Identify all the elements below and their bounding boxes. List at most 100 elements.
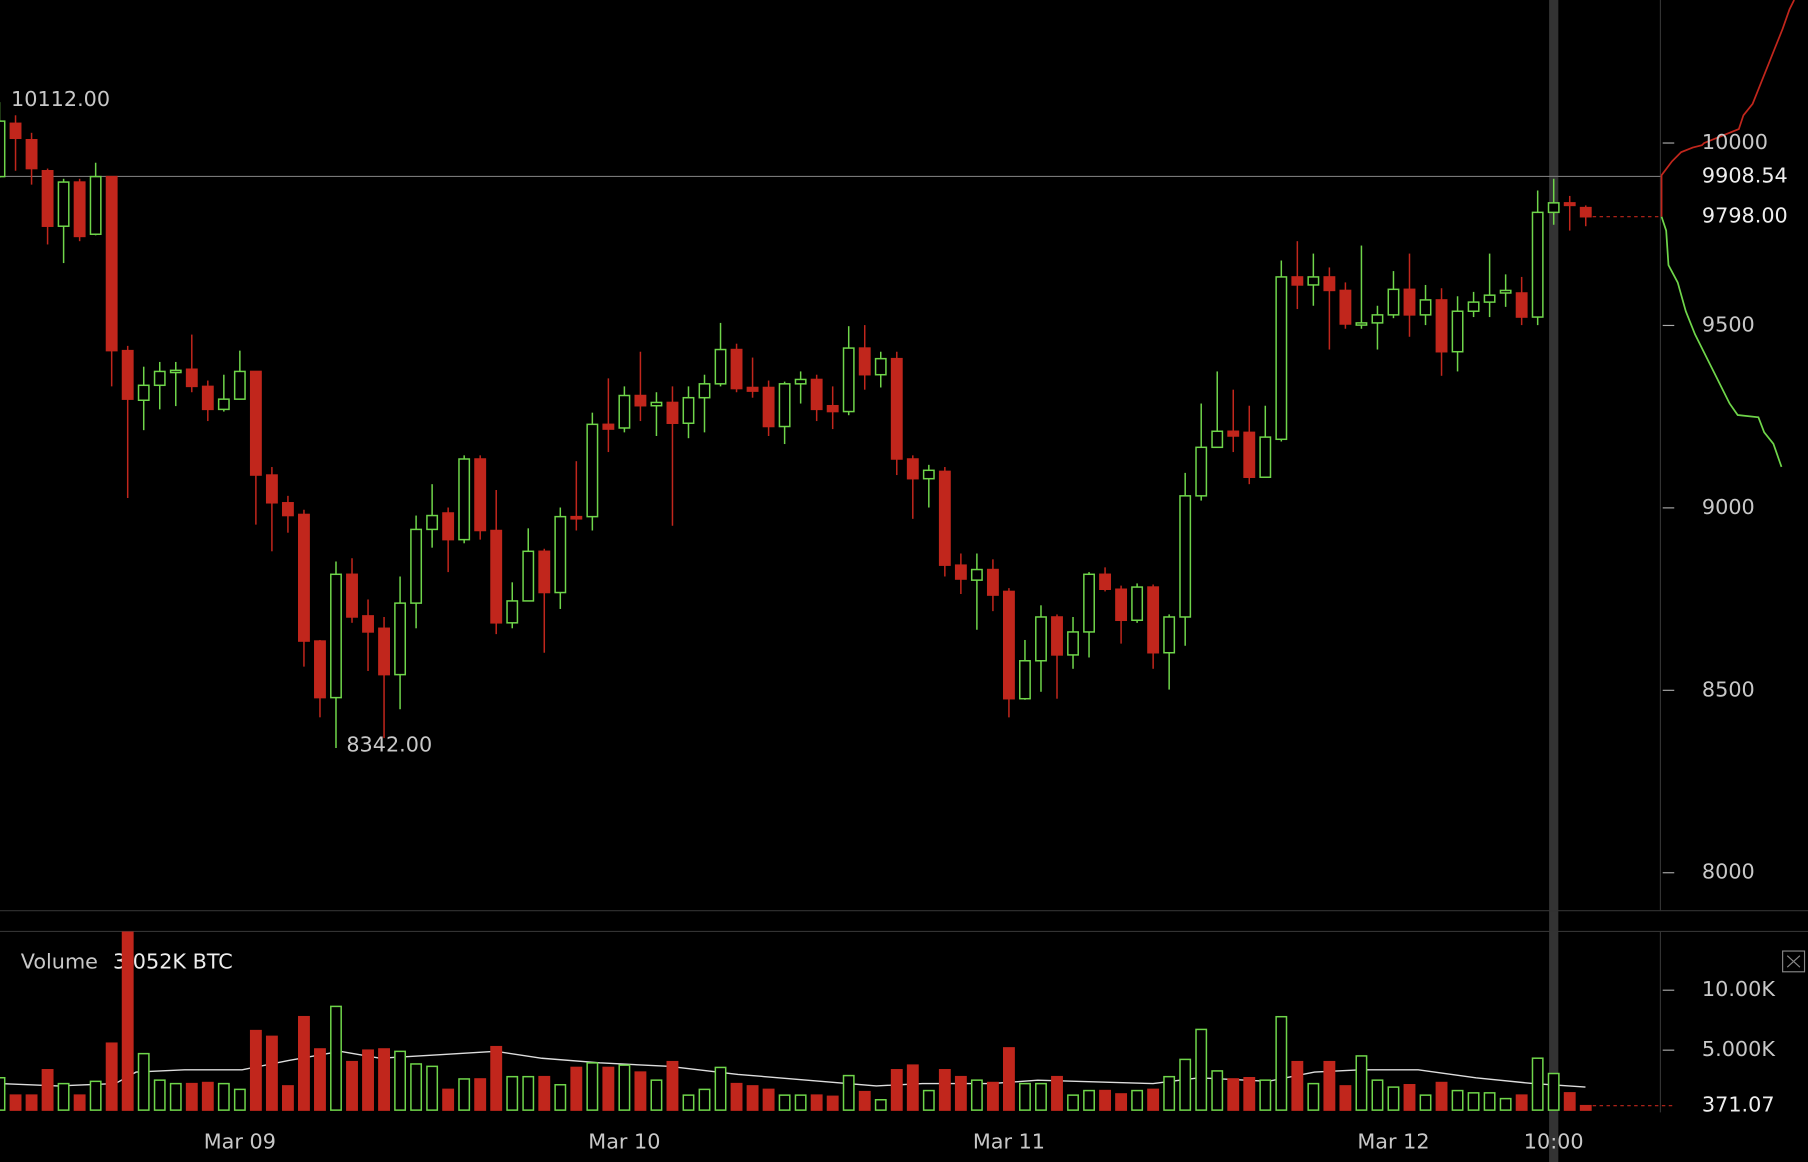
volume-bar [506, 1075, 519, 1111]
volume-bar [1051, 1075, 1063, 1111]
volume-bar [137, 1052, 150, 1111]
volume-bar [1291, 1060, 1304, 1111]
close-button[interactable] [1782, 950, 1806, 973]
candle-body [346, 573, 358, 618]
candle-body [233, 370, 246, 400]
candle-body [121, 349, 134, 400]
candle-body [1035, 616, 1047, 662]
volume-bar [1211, 1070, 1224, 1111]
candle-body [1259, 436, 1272, 478]
volume-bar [442, 1088, 455, 1111]
x-tick-label: Mar 11 [973, 1129, 1045, 1153]
volume-bar [474, 1078, 487, 1111]
price-pane [0, 102, 1592, 748]
volume-bar [1547, 1072, 1560, 1111]
volume-bar [185, 1082, 198, 1111]
candle-body [538, 550, 551, 594]
low-label: 8342.00 [346, 733, 432, 757]
volume-bar [169, 1082, 182, 1111]
volume-bar [330, 1005, 342, 1111]
volume-bar [298, 1015, 310, 1111]
candle-body [105, 175, 118, 352]
volume-bar [217, 1082, 230, 1111]
candle-body [570, 515, 583, 520]
candle-body [1227, 430, 1240, 437]
volume-bar [906, 1064, 919, 1111]
candle-body [586, 423, 599, 518]
candle-body [842, 347, 855, 413]
volume-bar [490, 1045, 503, 1111]
x-tick-label: Mar 10 [588, 1129, 660, 1153]
volume-bar [201, 1081, 214, 1111]
candle-body [474, 458, 487, 532]
volume-bar [410, 1063, 423, 1111]
volume-bar [249, 1029, 262, 1111]
candle-body [650, 401, 663, 407]
volume-pane [0, 931, 1592, 1111]
candle-body [89, 175, 102, 235]
volume-bar [570, 1066, 583, 1111]
candle-body [1547, 202, 1560, 214]
x-tick-label: 10:00 [1524, 1129, 1584, 1153]
volume-bar [105, 1042, 118, 1111]
volume-bar [698, 1088, 711, 1111]
candle-body [1579, 206, 1592, 218]
candle-body [1419, 299, 1432, 316]
candle-body [394, 602, 407, 676]
volume-bar [586, 1062, 599, 1111]
candle-body [746, 386, 759, 392]
candle-body [25, 138, 38, 170]
depth-asks [1660, 0, 1795, 217]
volume-bar [73, 1094, 86, 1111]
volume-bar [1355, 1055, 1368, 1111]
volume-bar [1323, 1060, 1336, 1111]
volume-bar [1195, 1028, 1208, 1111]
candle-body [682, 396, 695, 424]
volume-bar [1067, 1094, 1079, 1111]
volume-bar [265, 1035, 278, 1111]
volume-bar [1467, 1092, 1480, 1111]
volume-bar [1259, 1079, 1272, 1111]
candle-body [185, 368, 198, 388]
volume-bar [1579, 1104, 1592, 1111]
candle-body [778, 383, 791, 428]
candle-body [1307, 276, 1320, 286]
volume-title: Volume [21, 950, 98, 974]
volume-bar [938, 1069, 951, 1111]
candle-body [858, 347, 871, 376]
volume-bar [121, 931, 134, 1111]
volume-bar [1163, 1075, 1176, 1111]
candle-body [410, 528, 423, 604]
volume-bar [426, 1065, 439, 1111]
high-label: 10112.00 [11, 87, 110, 111]
candle-body [954, 564, 967, 580]
volume-bar [394, 1050, 407, 1111]
candle-body [458, 458, 471, 541]
candle-body [810, 378, 823, 411]
candle-body [970, 568, 983, 581]
volume-bar [778, 1094, 791, 1111]
candle-body [730, 348, 743, 390]
depth-bids [1660, 216, 1783, 468]
volume-bar [1339, 1085, 1352, 1111]
candle-body [1195, 446, 1208, 497]
y-tick-label: 8500 [1702, 677, 1755, 701]
candle-body [1115, 588, 1128, 622]
volume-bar [650, 1079, 663, 1111]
volume-bar [538, 1075, 551, 1111]
candle-body [1083, 573, 1095, 633]
volume-bar [362, 1049, 374, 1111]
volume-bar [1435, 1081, 1448, 1111]
volume-bar [1099, 1089, 1112, 1111]
volume-bar [1483, 1092, 1496, 1111]
x-tick-label: Mar 09 [204, 1129, 276, 1153]
volume-bar [1531, 1057, 1544, 1111]
candle-body [490, 529, 503, 624]
volume-bar [890, 1069, 903, 1111]
volume-bar [954, 1075, 967, 1111]
y-tick-label: 9500 [1702, 312, 1755, 336]
candle-body [426, 514, 439, 531]
underlay [1549, 0, 1559, 1162]
